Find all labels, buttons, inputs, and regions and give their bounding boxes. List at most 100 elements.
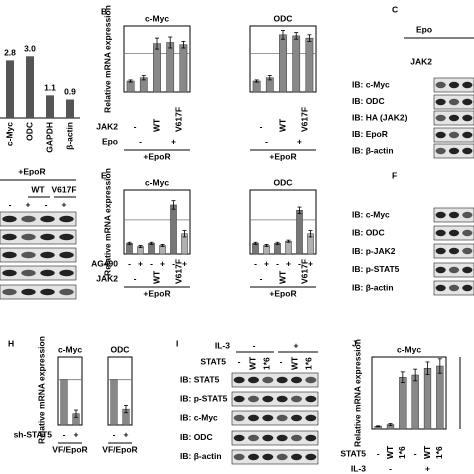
chart-title: ODC <box>274 13 293 23</box>
row-tick: + <box>425 463 430 473</box>
label: Epo <box>416 24 432 34</box>
bar <box>46 95 54 118</box>
row-label: sh-STAT5 <box>14 429 53 439</box>
bar <box>279 34 287 93</box>
category-label: β-actin <box>64 122 74 150</box>
blot-band <box>448 247 460 255</box>
row-tick: + <box>308 258 313 268</box>
blot-band <box>2 251 17 259</box>
ib-label: IB: STAT5 <box>180 374 220 384</box>
blot-band <box>262 414 274 422</box>
row-tick: 1*6 <box>397 446 407 459</box>
row-label: Epo <box>102 136 118 146</box>
blot-band <box>448 98 460 106</box>
row-tick: WT <box>277 118 287 132</box>
bar <box>274 243 281 255</box>
blot-band <box>59 288 74 296</box>
y-axis-label: Relative mRNA expression <box>102 168 112 276</box>
label: - <box>9 199 12 209</box>
blot-band <box>233 453 245 461</box>
blot-band <box>233 434 245 442</box>
error-bar <box>437 358 442 374</box>
row-tick: + <box>74 429 79 439</box>
row-tick: - <box>260 273 263 283</box>
value-label: 1.1 <box>44 83 56 93</box>
label: IL-3 <box>215 340 230 350</box>
label: - <box>45 199 48 209</box>
error-bar <box>182 230 187 238</box>
blot-strip <box>231 372 319 388</box>
blot-band <box>448 211 460 219</box>
chart-title: ODC <box>111 344 130 354</box>
blot-band <box>435 98 446 106</box>
chart-title: ODC <box>274 177 293 187</box>
bar <box>6 60 14 118</box>
error-bar <box>294 32 299 40</box>
panel-letter: H <box>8 338 14 348</box>
ib-label: IB: ODC <box>352 228 385 238</box>
label: WT <box>289 356 299 370</box>
row-label: JAK2 <box>96 121 118 131</box>
bar <box>179 44 188 93</box>
blot-strip <box>0 229 77 245</box>
row-tick: - <box>260 121 263 131</box>
bar <box>411 374 419 430</box>
panel-letter: J <box>352 338 357 348</box>
blot-band <box>305 395 317 403</box>
error-bar <box>181 41 186 49</box>
blot-band <box>59 269 74 277</box>
blot-band <box>262 376 274 384</box>
blot-band <box>435 114 446 122</box>
error-bar <box>308 230 313 238</box>
blot-band <box>435 81 446 89</box>
group-label: +EpoR <box>269 151 296 161</box>
chart-title: c-Myc <box>145 13 169 23</box>
ib-label: IB: β-actin <box>180 451 222 461</box>
category-label: GAPDH <box>44 122 54 153</box>
label: - <box>280 356 283 366</box>
label: - <box>238 356 241 366</box>
bar <box>170 204 177 255</box>
blot-band <box>462 81 473 89</box>
row-tick: + <box>124 429 129 439</box>
blot-band <box>462 98 473 106</box>
error-bar <box>275 241 280 245</box>
row-tick: V617F <box>173 107 183 132</box>
row-tick: - <box>254 258 257 268</box>
label: 1*6 <box>303 357 313 370</box>
row-tick: - <box>134 121 137 131</box>
blot-band <box>21 251 36 259</box>
blot-band <box>40 269 55 277</box>
blot-strip <box>0 265 77 281</box>
row-tick: - <box>113 429 116 439</box>
row-tick: - <box>276 258 279 268</box>
row-tick: + <box>138 258 143 268</box>
blot-band <box>291 434 302 442</box>
blot-band <box>262 434 274 442</box>
panel-letter: C <box>392 4 398 14</box>
row-tick: WT <box>277 270 287 284</box>
bar <box>252 80 261 93</box>
row-tick: + <box>171 136 176 146</box>
blot-band <box>305 453 317 461</box>
category-label: ODC <box>24 122 34 141</box>
blot-band <box>462 284 473 292</box>
row-tick: - <box>134 273 137 283</box>
chart-title: c-Myc <box>58 344 82 354</box>
bar <box>423 368 432 430</box>
error-bar <box>425 361 430 375</box>
ib-label: IB: ODC <box>352 96 385 106</box>
row-tick: WT <box>385 445 395 459</box>
blot-band <box>291 395 302 403</box>
blot-band <box>248 453 259 461</box>
blot-band <box>233 414 245 422</box>
panel-letter: B <box>101 6 107 16</box>
error-bar <box>138 245 143 249</box>
row-tick: + <box>160 258 165 268</box>
error-bar <box>297 206 302 214</box>
ib-label: IB: c-Myc <box>352 209 390 219</box>
plot-frame <box>123 189 191 255</box>
bar <box>148 243 155 255</box>
blot-band <box>276 376 288 384</box>
